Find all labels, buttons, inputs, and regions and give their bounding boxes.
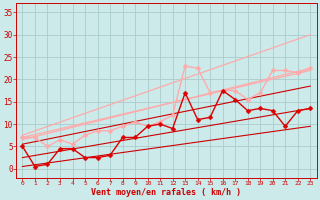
- X-axis label: Vent moyen/en rafales ( km/h ): Vent moyen/en rafales ( km/h ): [92, 188, 241, 197]
